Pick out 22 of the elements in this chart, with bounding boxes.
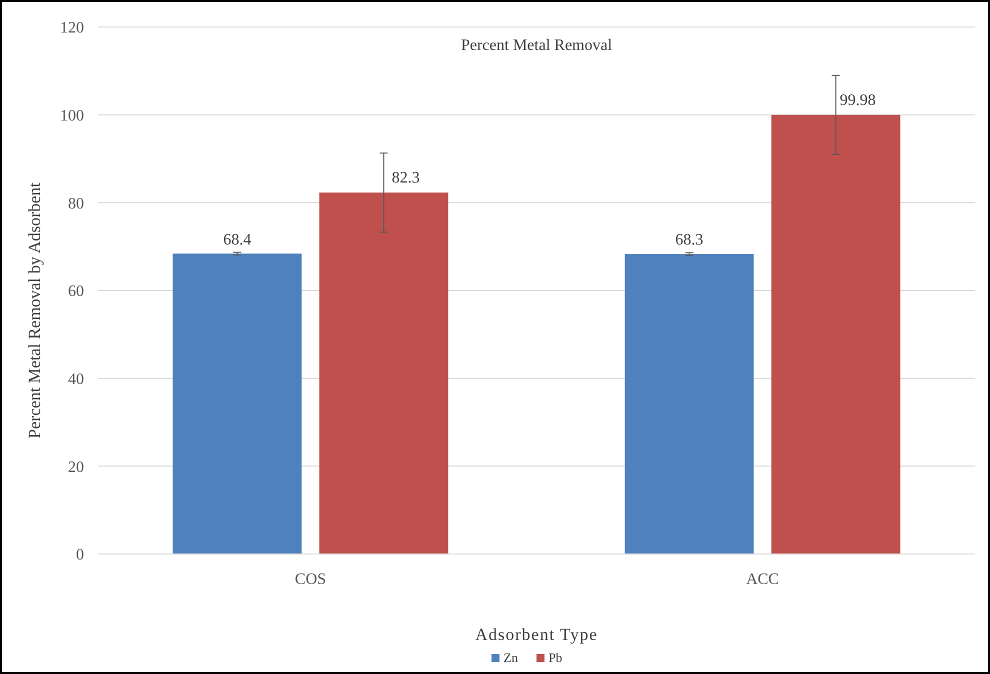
y-tick-label: 40 <box>68 370 84 388</box>
y-tick-label: 120 <box>60 20 84 37</box>
y-tick-label: 0 <box>76 546 84 564</box>
y-tick-label: 20 <box>68 458 84 476</box>
data-label: 82.3 <box>392 170 420 187</box>
bar <box>771 114 900 554</box>
legend-label: Zn <box>504 650 518 665</box>
x-axis-title: Adsorbent Type <box>475 625 598 644</box>
y-tick-label: 100 <box>60 107 84 124</box>
data-label: 68.3 <box>675 232 704 249</box>
y-axis-title: Percent Metal Removal by Adsorbent <box>25 182 44 438</box>
bar <box>172 254 302 554</box>
data-label: 99.98 <box>840 92 876 109</box>
x-tick-label: COS <box>294 571 326 588</box>
bar <box>624 254 754 554</box>
x-tick-label: ACC <box>746 571 779 588</box>
legend-label: Pb <box>548 650 562 665</box>
data-label: 68.4 <box>223 231 252 248</box>
text: Percent Metal Removal <box>460 37 613 54</box>
bar <box>319 192 448 554</box>
y-tick-label: 60 <box>68 283 84 300</box>
y-tick-label: 80 <box>68 195 84 212</box>
